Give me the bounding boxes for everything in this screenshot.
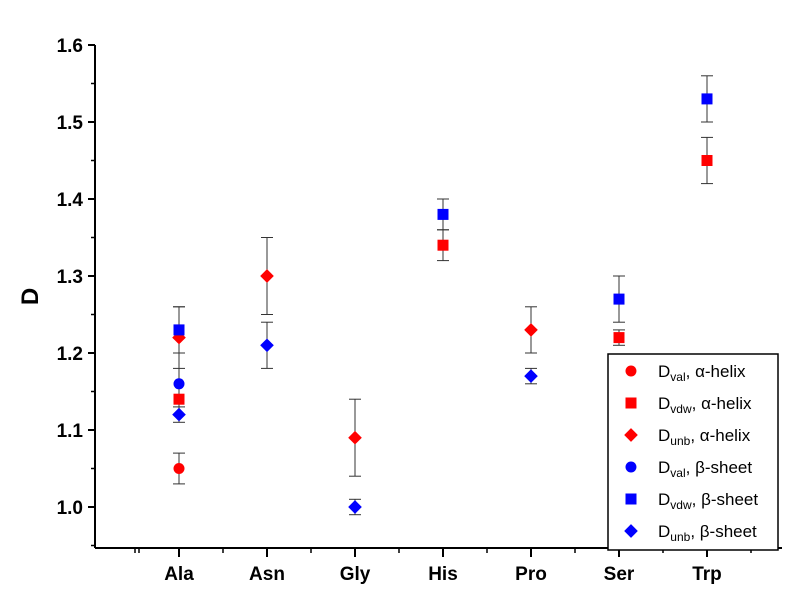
legend-entry: Dval, β-sheet [658,458,752,480]
y-tick-label: 1.3 [57,267,83,288]
x-tick-label: Trp [692,564,722,585]
legend-marker [625,365,637,377]
data-point [173,463,185,474]
y-tick-label: 1.0 [57,498,83,519]
legend-entry: Dval, α-helix [658,362,746,384]
legend-marker [624,428,638,442]
y-axis-label: D [17,288,44,305]
data-point [173,324,185,336]
legend: Dval, α-helix Dvdw, α-helix Dunb, α-helix D… [607,353,779,551]
legend-marker [625,493,637,505]
y-tick-label: 1.1 [57,421,84,442]
x-tick-label: Asn [249,564,285,585]
data-markers [172,93,713,514]
data-point [348,500,362,514]
data-point [173,393,185,405]
data-point [172,407,186,422]
data-point [613,293,625,305]
x-tick-label: Pro [515,564,547,585]
y-tick-label: 1.6 [57,36,83,57]
x-tick-label: Gly [340,564,371,585]
data-point [260,269,274,283]
data-point [173,378,185,390]
data-point [613,332,625,344]
legend-entry: Dunb, β-sheet [658,522,757,544]
data-point [260,338,274,353]
x-tick-label: His [428,564,458,585]
data-point [437,239,449,251]
data-point [437,208,449,220]
legend-entry: Dvdw, β-sheet [658,490,758,512]
legend-marker [624,524,638,538]
data-point [524,323,538,337]
y-tick-label: 1.4 [57,190,84,211]
axes: 1.0 1.1 1.2 1.3 1.4 1.5 1.6 Ala Asn Gly His Pro Ser T… [57,36,782,585]
legend-box [607,353,779,551]
y-tick-label: 1.5 [57,113,84,134]
legend-marker [625,461,637,473]
y-tick-label: 1.2 [57,344,83,365]
legend-entry: Dunb, α-helix [658,426,751,448]
data-point [524,369,538,383]
data-point [701,93,713,105]
x-tick-label: Ser [604,564,635,585]
data-point [348,430,362,445]
data-point [701,155,713,166]
legend-entry: Dvdw, α-helix [658,394,752,416]
x-tick-label: Ala [164,564,194,585]
legend-marker [625,397,637,409]
